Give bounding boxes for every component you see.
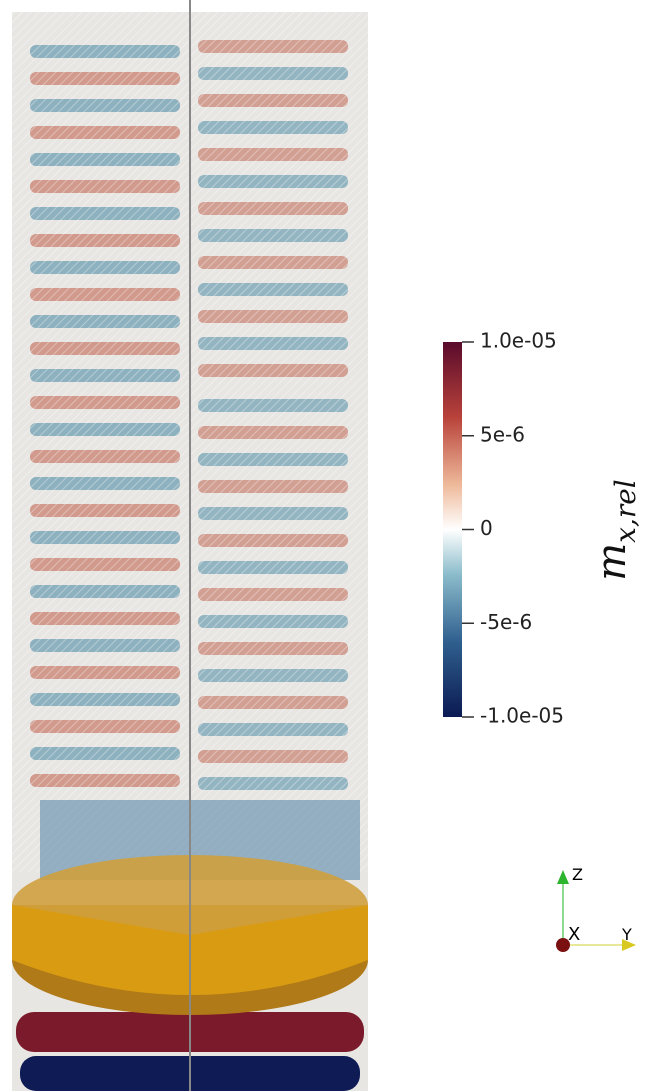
triad-label: Z bbox=[572, 865, 583, 884]
tick-label: 0 bbox=[480, 516, 493, 540]
x-axis-dot bbox=[556, 938, 570, 952]
colorbar-title-subscript: x,rel bbox=[609, 479, 642, 543]
triad-label: X bbox=[568, 924, 580, 945]
z-arrow bbox=[557, 870, 569, 884]
tick-label: 5e-6 bbox=[480, 422, 525, 446]
tick-label: -1.0e-05 bbox=[480, 704, 564, 728]
colorbar-title: mx,rel bbox=[589, 479, 642, 581]
tick-label: 1.0e-05 bbox=[480, 329, 557, 353]
tick-label: -5e-6 bbox=[480, 610, 532, 634]
colorbar-title-main: m bbox=[589, 543, 635, 581]
axes-triad: Z X Y bbox=[556, 865, 636, 952]
triad-label: Y bbox=[621, 925, 632, 944]
y-arrow bbox=[622, 939, 636, 951]
colorbar bbox=[443, 342, 462, 717]
